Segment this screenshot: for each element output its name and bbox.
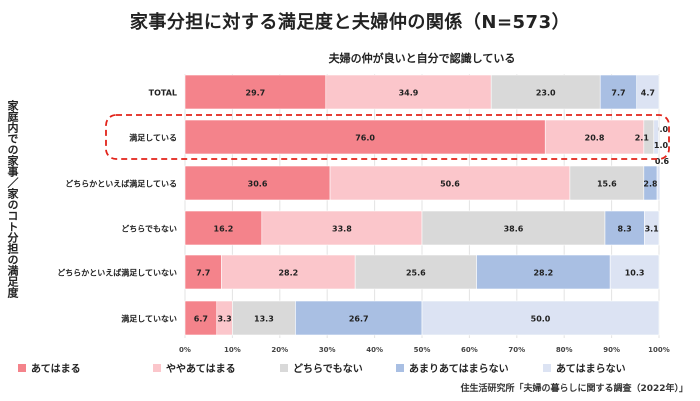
x-tick-label: 0% — [179, 346, 191, 354]
data-label: 29.7 — [246, 89, 266, 98]
x-tick-label: 80% — [556, 346, 573, 354]
bar-segment — [325, 74, 492, 110]
x-tick-label: 20% — [271, 346, 288, 354]
chart-legend: あてはまる ややあてはまる どちらでもない あまりあてはまらない あてはまらない — [18, 360, 688, 376]
bar-segment — [184, 300, 218, 336]
bar-segment — [354, 254, 477, 290]
data-label: 28.2 — [533, 269, 553, 278]
legend-item: どちらでもない — [280, 360, 363, 375]
data-label: 15.6 — [597, 180, 617, 189]
legend-label: どちらでもない — [293, 364, 363, 375]
bar-segment — [636, 74, 660, 110]
bar-segment — [656, 165, 661, 201]
bar-segment — [295, 300, 423, 336]
bar-segment — [653, 119, 659, 155]
legend-item: あてはまる — [18, 360, 81, 375]
bar-segment — [476, 254, 611, 290]
bar-segment — [184, 254, 222, 290]
bar-segment — [329, 165, 571, 201]
data-label: 23.0 — [536, 89, 556, 98]
data-label: 3.3 — [217, 315, 231, 324]
bar-segment — [421, 210, 606, 246]
legend-item: あてはまらない — [543, 360, 626, 375]
data-label: 0.0 — [654, 125, 669, 134]
data-label: 4.7 — [641, 89, 655, 98]
bar-segment — [609, 254, 660, 290]
x-tick-label: 60% — [461, 346, 478, 354]
legend-item: あまりあてはまらない — [396, 360, 509, 375]
x-tick-label: 10% — [224, 346, 241, 354]
legend-swatch — [153, 363, 161, 372]
data-label: 50.0 — [531, 315, 551, 324]
data-label: 16.2 — [214, 225, 234, 234]
bar-segment — [232, 300, 296, 336]
bar-segment — [184, 210, 263, 246]
legend-swatch — [18, 363, 26, 372]
x-tick-label: 30% — [319, 346, 336, 354]
data-label: 0.6 — [655, 157, 670, 166]
source-note: 住生活研究所「夫婦の暮らしに関する調査（2022年）」 — [460, 384, 688, 394]
data-label: 7.7 — [196, 269, 210, 278]
y-axis-title: 家庭内での家事／家のコト分担の満足度 — [6, 100, 19, 298]
data-label: 8.3 — [618, 225, 632, 234]
chart-subtitle: 夫婦の仲が良いと自分で認識している — [328, 52, 516, 65]
legend-item: ややあてはまる — [153, 360, 236, 375]
bar-segment — [490, 74, 601, 110]
data-label: 50.6 — [440, 180, 460, 189]
bar-segment — [261, 210, 423, 246]
x-tick-label: 100% — [648, 346, 670, 354]
x-tick-label: 90% — [603, 346, 620, 354]
data-label: 13.3 — [254, 315, 274, 324]
legend-swatch — [396, 363, 404, 372]
x-tick-label: 40% — [366, 346, 383, 354]
category-label: どちらでもない — [121, 224, 177, 234]
data-label: 33.8 — [332, 225, 352, 234]
data-label: 34.9 — [399, 89, 419, 98]
data-label: 28.2 — [278, 269, 298, 278]
data-label: 30.6 — [248, 180, 268, 189]
bar-segment — [644, 210, 660, 246]
bar-segment — [569, 165, 645, 201]
data-label: 25.6 — [406, 269, 426, 278]
data-label: 2.8 — [643, 180, 658, 189]
x-tick-label: 50% — [414, 346, 431, 354]
data-label: 76.0 — [355, 134, 375, 143]
data-label: 20.8 — [585, 134, 605, 143]
bar-segment — [544, 119, 645, 155]
data-label: 3.1 — [645, 225, 660, 234]
legend-label: ややあてはまる — [166, 364, 236, 375]
category-label: どちらかといえば満足している — [65, 179, 177, 189]
legend-label: あてはまらない — [556, 364, 626, 375]
legend-swatch — [543, 363, 551, 372]
data-label: 6.7 — [194, 315, 208, 324]
data-label: 1.0 — [654, 141, 669, 150]
data-label: 10.3 — [625, 269, 645, 278]
data-label: 26.7 — [349, 315, 369, 324]
category-label: どちらかといえば満足していない — [57, 268, 177, 278]
legend-label: あまりあてはまらない — [409, 364, 509, 375]
bar-segment — [421, 300, 660, 336]
category-label: 満足していない — [121, 314, 177, 324]
category-label: TOTAL — [149, 89, 177, 98]
data-label: 38.6 — [504, 225, 524, 234]
bar-segment — [184, 119, 546, 155]
data-label: 2.1 — [635, 134, 650, 143]
highlight-box — [105, 114, 670, 160]
chart-title: 家事分担に対する満足度と夫婦仲の関係（N=573） — [129, 12, 571, 33]
bar-segment — [604, 210, 645, 246]
x-tick-label: 70% — [508, 346, 525, 354]
bar-segment — [184, 165, 331, 201]
legend-label: あてはまる — [31, 364, 81, 375]
data-label: 7.7 — [611, 89, 625, 98]
category-label: 満足している — [129, 133, 177, 143]
bar-segment — [184, 74, 327, 110]
legend-swatch — [280, 363, 288, 372]
bar-segment — [221, 254, 356, 290]
